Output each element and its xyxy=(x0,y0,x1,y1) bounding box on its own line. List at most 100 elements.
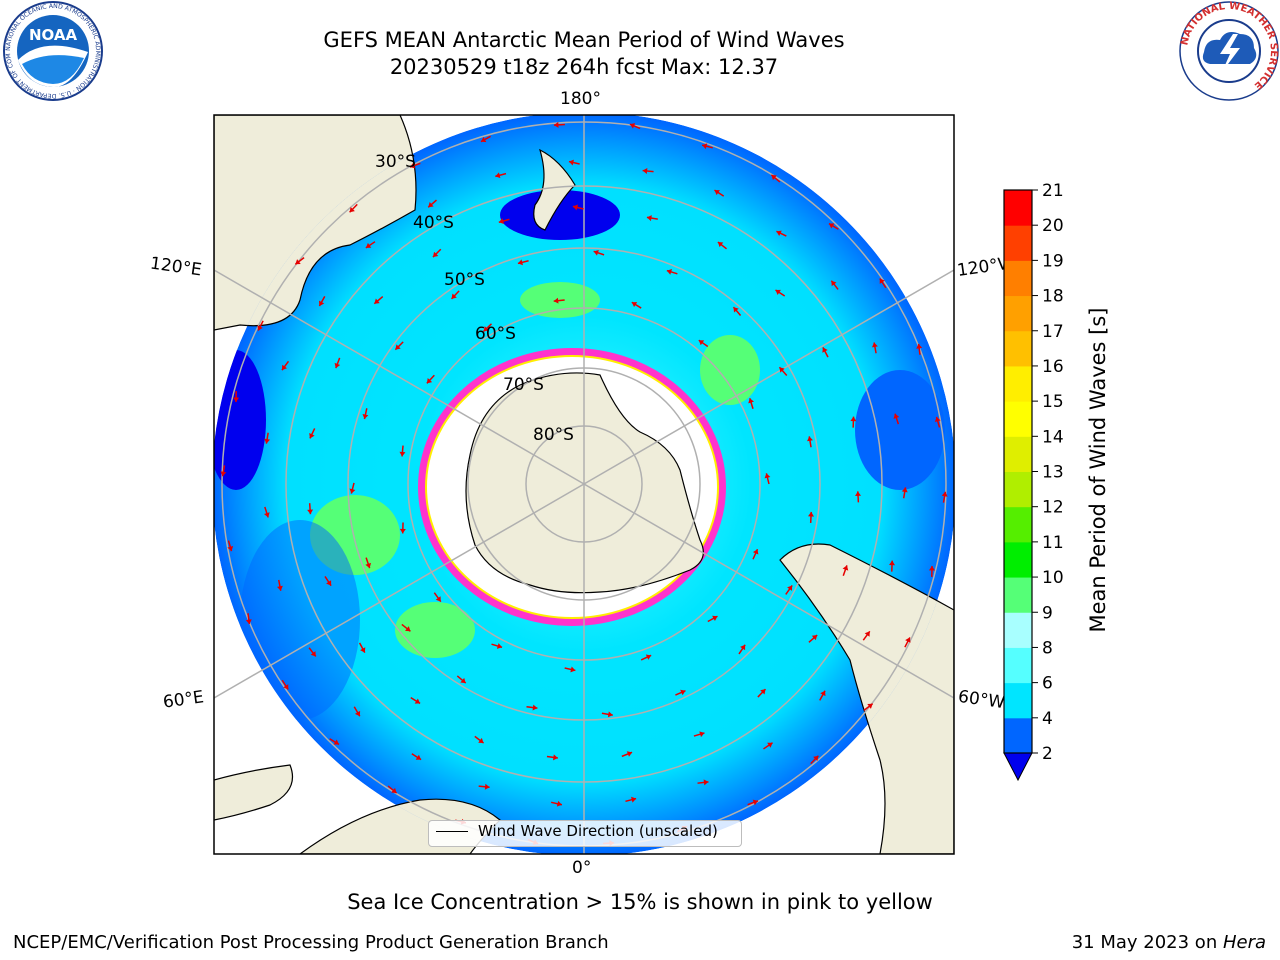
wave-arrow-head xyxy=(414,698,421,704)
wave-arrow-head xyxy=(733,307,739,313)
colorbar-box xyxy=(1004,577,1032,613)
wave-arrow-head xyxy=(318,300,325,307)
wave-arrow-head xyxy=(666,269,673,275)
wave-arrow-head xyxy=(864,631,870,637)
colorbar-box xyxy=(1004,682,1032,719)
wave-arrow-head xyxy=(498,218,504,224)
lon-label-180: 180° xyxy=(560,89,601,109)
colorbar-box xyxy=(1004,225,1032,261)
wave-arrow-head xyxy=(553,121,559,128)
colorbar-box xyxy=(1004,647,1032,684)
wave-arrow-head xyxy=(570,666,576,673)
lat-label-70s: 70°S xyxy=(503,375,544,395)
colorbar-tick-label: 14 xyxy=(1042,427,1064,447)
colorbar-box xyxy=(1004,506,1032,543)
colorbar-box xyxy=(1004,295,1032,332)
wave-arrow-head xyxy=(787,585,793,591)
colorbar-under-triangle xyxy=(1003,752,1033,782)
wave-arrow-head xyxy=(233,397,240,403)
footer-credit: NCEP/EMC/Verification Post Processing Pr… xyxy=(13,932,609,953)
wave-arrow-head xyxy=(220,471,227,477)
wave-arrow-head xyxy=(309,433,315,439)
wave-arrow-head xyxy=(764,473,771,479)
wave-arrow-head xyxy=(572,204,578,211)
colorbar-tick-label: 12 xyxy=(1042,498,1064,518)
wave-arrow-head xyxy=(395,344,401,350)
colorbar-box xyxy=(1004,471,1032,508)
wave-arrow-head xyxy=(828,223,835,229)
page-title: GEFS MEAN Antarctic Mean Period of Wind … xyxy=(323,28,845,52)
wave-arrow-head xyxy=(775,289,781,295)
wave-arrow-head xyxy=(842,565,849,571)
wave-arrow-head xyxy=(807,436,813,442)
wave-arrow-head xyxy=(928,565,935,571)
wave-arrow-head xyxy=(415,754,422,760)
wave-arrow-head xyxy=(760,689,766,695)
colorbar-box xyxy=(1004,401,1032,437)
colorbar-box xyxy=(1004,260,1032,297)
wave-arrow-head xyxy=(941,491,948,497)
wave-arrow-head xyxy=(767,742,773,748)
colorbar-tick-label: 13 xyxy=(1042,463,1064,483)
africa-land xyxy=(214,764,294,821)
colorbar-title: Mean Period of Wind Waves [s] xyxy=(1086,307,1110,633)
colorbar-tick-label: 2 xyxy=(1042,744,1053,764)
graticule xyxy=(214,115,954,854)
lat-label-50s: 50°S xyxy=(444,270,485,290)
noaa-logo-text: NOAA xyxy=(29,26,78,44)
wave-arrow-head xyxy=(934,416,941,423)
colorbar-box xyxy=(1004,541,1032,578)
wave-arrow-head xyxy=(879,278,885,284)
colorbar-tick-label: 10 xyxy=(1042,568,1064,588)
wave-arrow-head xyxy=(428,202,434,208)
colorbar-tick-label: 9 xyxy=(1042,603,1053,623)
wave-arrow-head xyxy=(333,739,340,745)
colorbar-box xyxy=(1004,612,1032,648)
wave-arrow-head xyxy=(568,159,574,166)
wave-arrow-head xyxy=(779,367,785,373)
legend-line-sample xyxy=(436,831,468,832)
wave-arrow-head xyxy=(893,413,900,419)
wave-arrow-head xyxy=(646,215,652,222)
wave-arrow-head xyxy=(901,487,908,493)
wave-arrow-head xyxy=(702,143,708,150)
colorbar-box xyxy=(1004,436,1032,472)
wave-arrow-head xyxy=(405,626,411,632)
new-zealand-land xyxy=(533,148,576,231)
page-subtitle-run: 20230529 t18z 264h fcst Max: 12.37 xyxy=(389,55,779,79)
wave-arrow-head xyxy=(399,451,406,457)
wave-arrow-head xyxy=(281,364,288,371)
wave-arrow-head xyxy=(264,438,271,444)
wind-wave-arrows xyxy=(220,121,948,847)
wave-arrow-head xyxy=(263,512,270,518)
wave-arrow-head xyxy=(227,545,234,552)
wave-arrow-head xyxy=(698,340,705,346)
lat-label-60s: 60°S xyxy=(475,324,516,344)
wave-arrow-head xyxy=(354,710,361,717)
wave-arrow-head xyxy=(776,230,782,237)
lat-label-40s: 40°S xyxy=(413,213,454,233)
colorbar-box xyxy=(1004,330,1032,367)
wave-arrow-head xyxy=(360,647,366,653)
wave-arrow-head xyxy=(642,168,648,174)
map-frame xyxy=(213,114,955,855)
wave-arrow-head xyxy=(391,787,397,794)
wave-arrow-head xyxy=(257,325,263,331)
wave-arrow-head xyxy=(820,690,826,697)
wave-arrow-head xyxy=(703,779,709,786)
wave-arrow-head xyxy=(460,677,466,684)
colorbar-tick-label: 8 xyxy=(1042,638,1053,658)
wave-arrow-head xyxy=(916,343,923,349)
colorbar: 2 4 6 8 9 10 11 12 13 14 15 16 17 18 19 20 21 xyxy=(1003,181,1064,782)
colorbar-tick-label: 15 xyxy=(1042,392,1064,412)
wave-arrow-head xyxy=(532,704,538,711)
wave-arrow-head xyxy=(553,297,559,304)
noaa-logo: NATIONAL OCEANIC AND ATMOSPHERIC ADMINIS… xyxy=(2,0,103,101)
wave-arrow-head xyxy=(717,242,724,248)
wave-arrow-head xyxy=(871,342,878,348)
wave-arrow-head xyxy=(349,206,355,213)
wave-arrow-head xyxy=(451,293,457,299)
wave-arrow-head xyxy=(349,488,356,494)
wave-arrow-head xyxy=(811,635,818,641)
